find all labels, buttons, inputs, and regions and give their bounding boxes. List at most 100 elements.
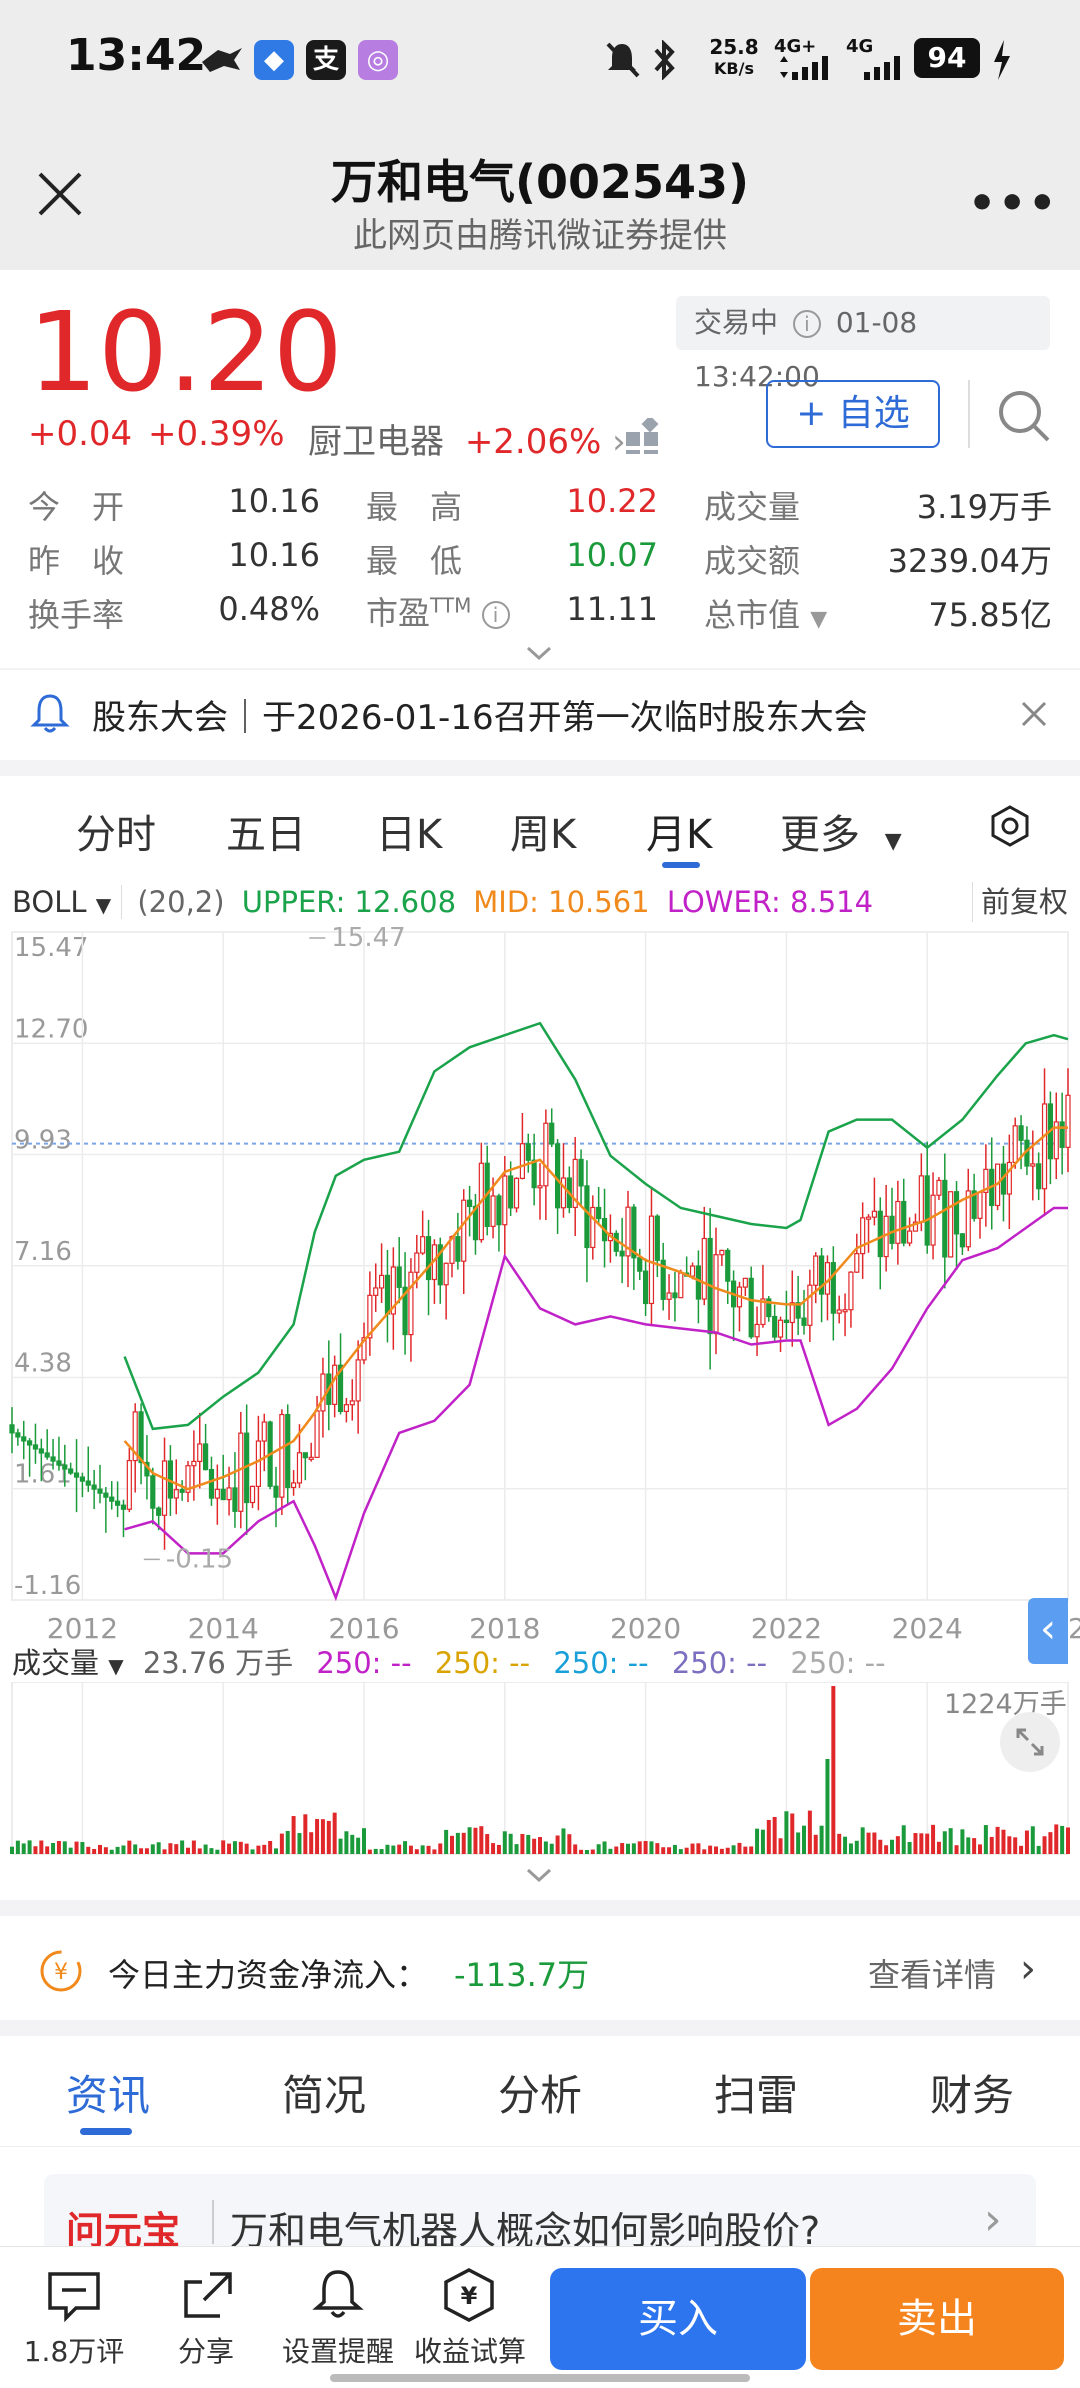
comment-icon[interactable] xyxy=(46,2270,102,2322)
volume-bar xyxy=(408,1845,413,1854)
stat-label-pe[interactable]: 市盈TTM i xyxy=(366,588,510,634)
trading-status: 交易中 i 01-08 13:42:00 xyxy=(676,296,1050,393)
sector-link[interactable]: 厨卫电器 +2.06% › xyxy=(308,414,626,463)
candle-body xyxy=(467,1199,473,1208)
candle-body xyxy=(232,1487,238,1512)
net-speed: 25.8 KB/s xyxy=(704,36,764,80)
tab-weekly-k[interactable]: 周K xyxy=(510,812,577,858)
volume-bar xyxy=(960,1829,965,1854)
volume-bar xyxy=(854,1840,859,1854)
volume-bar xyxy=(602,1841,607,1854)
indicator-selector[interactable]: BOLL ▼ xyxy=(12,885,123,919)
volume-bar xyxy=(156,1842,161,1854)
candle-body xyxy=(120,1504,127,1510)
adjust-mode[interactable]: 前复权 xyxy=(972,882,1068,922)
volume-bar xyxy=(936,1841,941,1854)
candle-body xyxy=(766,1298,772,1318)
fullscreen-icon[interactable] xyxy=(1000,1712,1060,1772)
candle-body xyxy=(15,1432,21,1438)
candle-body xyxy=(85,1480,91,1486)
info-icon[interactable]: i xyxy=(481,601,510,629)
volume-bar xyxy=(1019,1845,1024,1854)
more-menu-icon[interactable]: ••• xyxy=(968,178,1059,229)
close-icon[interactable] xyxy=(34,168,86,220)
candle-body xyxy=(443,1262,449,1286)
tab-monthly-k[interactable]: 月K xyxy=(646,812,713,858)
candle-body xyxy=(519,1143,526,1179)
fund-flow-row[interactable]: ¥ 今日主力资金净流入： -113.7万 查看详情 › xyxy=(0,1920,1080,2020)
net-speed-unit: KB/s xyxy=(714,59,754,78)
y-tick-label: 12.70 xyxy=(14,1014,88,1044)
volume-bar xyxy=(731,1845,736,1854)
volume-bar xyxy=(1054,1824,1059,1854)
volume-bar xyxy=(614,1846,619,1854)
candle-body xyxy=(332,1364,338,1405)
tab-five-day[interactable]: 五日 xyxy=(226,812,306,858)
volume-bar xyxy=(755,1828,760,1854)
share-icon[interactable] xyxy=(180,2270,234,2322)
candle-body xyxy=(783,1319,790,1324)
grid-apps-icon[interactable] xyxy=(626,418,662,454)
candle-body xyxy=(349,1400,355,1406)
chevron-left-icon[interactable]: ‹ xyxy=(1028,1598,1068,1664)
info-icon[interactable]: i xyxy=(792,310,821,338)
shareholder-notice[interactable]: 股东大会｜于2026-01-16召开第一次临时股东大会 xyxy=(92,698,868,738)
candle-body xyxy=(537,1185,543,1189)
candle-body xyxy=(62,1464,68,1470)
tab-intraday[interactable]: 分时 xyxy=(76,812,156,858)
volume-bar xyxy=(884,1845,889,1854)
volume-selector[interactable]: 成交量 ▼ xyxy=(12,1646,124,1680)
volume-bar xyxy=(262,1844,267,1854)
volume-bar xyxy=(931,1824,936,1854)
volume-bar xyxy=(496,1844,501,1854)
search-icon[interactable] xyxy=(996,388,1052,444)
volume-bar xyxy=(807,1810,812,1854)
candle-body xyxy=(1030,1163,1036,1167)
comments-label[interactable]: 1.8万评 xyxy=(23,2335,125,2368)
add-watchlist-button[interactable]: + 自选 xyxy=(766,380,940,448)
chevron-down-icon[interactable] xyxy=(526,1868,552,1884)
kline-chart[interactable]: 15.47 12.70 9.93 7.16 4.38 1.61 -1.16 2012 2014 2… xyxy=(0,922,1080,1644)
candle-body xyxy=(21,1436,27,1442)
alipay-icon: 支 xyxy=(306,40,346,80)
tab-profile[interactable]: 简况 xyxy=(282,2071,367,2120)
tab-news[interactable]: 资讯 xyxy=(66,2071,151,2120)
series-line-lower xyxy=(124,1206,1068,1602)
calc-label[interactable]: 收益试算 xyxy=(413,2335,526,2368)
alert-label[interactable]: 设置提醒 xyxy=(281,2335,394,2368)
section-divider xyxy=(0,2020,1080,2036)
alert-bell-icon[interactable] xyxy=(310,2266,366,2322)
sell-button[interactable]: 卖出 xyxy=(810,2268,1064,2370)
tab-more[interactable]: 更多 ▼ xyxy=(780,802,902,860)
tab-risk-scan[interactable]: 扫雷 xyxy=(714,2071,799,2120)
candle-body xyxy=(185,1465,191,1493)
volume-ma1: 250: -- xyxy=(316,1646,412,1680)
yuan-calc-icon[interactable]: ¥ xyxy=(440,2266,498,2324)
volume-bar xyxy=(51,1843,56,1854)
stat-label-marketcap[interactable]: 总市值 ▼ xyxy=(704,590,827,636)
volume-bar xyxy=(274,1848,278,1854)
tab-more-label: 更多 xyxy=(780,812,860,858)
close-notice-icon[interactable] xyxy=(1020,700,1048,728)
candle-body xyxy=(73,1472,80,1478)
candle-body xyxy=(713,1254,719,1335)
settings-hexagon-icon[interactable] xyxy=(988,804,1032,848)
signal-icon-1 xyxy=(780,56,828,80)
share-label[interactable]: 分享 xyxy=(177,2335,234,2368)
candle-body xyxy=(918,1175,924,1223)
volume-bar xyxy=(109,1849,114,1854)
tab-analysis[interactable]: 分析 xyxy=(498,2071,583,2120)
volume-bar xyxy=(98,1844,102,1854)
buy-button[interactable]: 买入 xyxy=(550,2268,806,2370)
candle-body xyxy=(32,1444,39,1450)
candle-body xyxy=(801,1317,807,1326)
tab-daily-k[interactable]: 日K xyxy=(376,812,443,858)
candle-body xyxy=(44,1452,50,1458)
candle-body xyxy=(103,1492,109,1498)
fund-flow-detail[interactable]: 查看详情 xyxy=(868,1956,997,1994)
tab-finance[interactable]: 财务 xyxy=(930,2071,1015,2120)
volume-bar xyxy=(326,1820,331,1854)
chevron-down-icon[interactable] xyxy=(526,646,552,662)
volume-bar xyxy=(115,1846,120,1854)
volume-bar xyxy=(579,1849,584,1854)
